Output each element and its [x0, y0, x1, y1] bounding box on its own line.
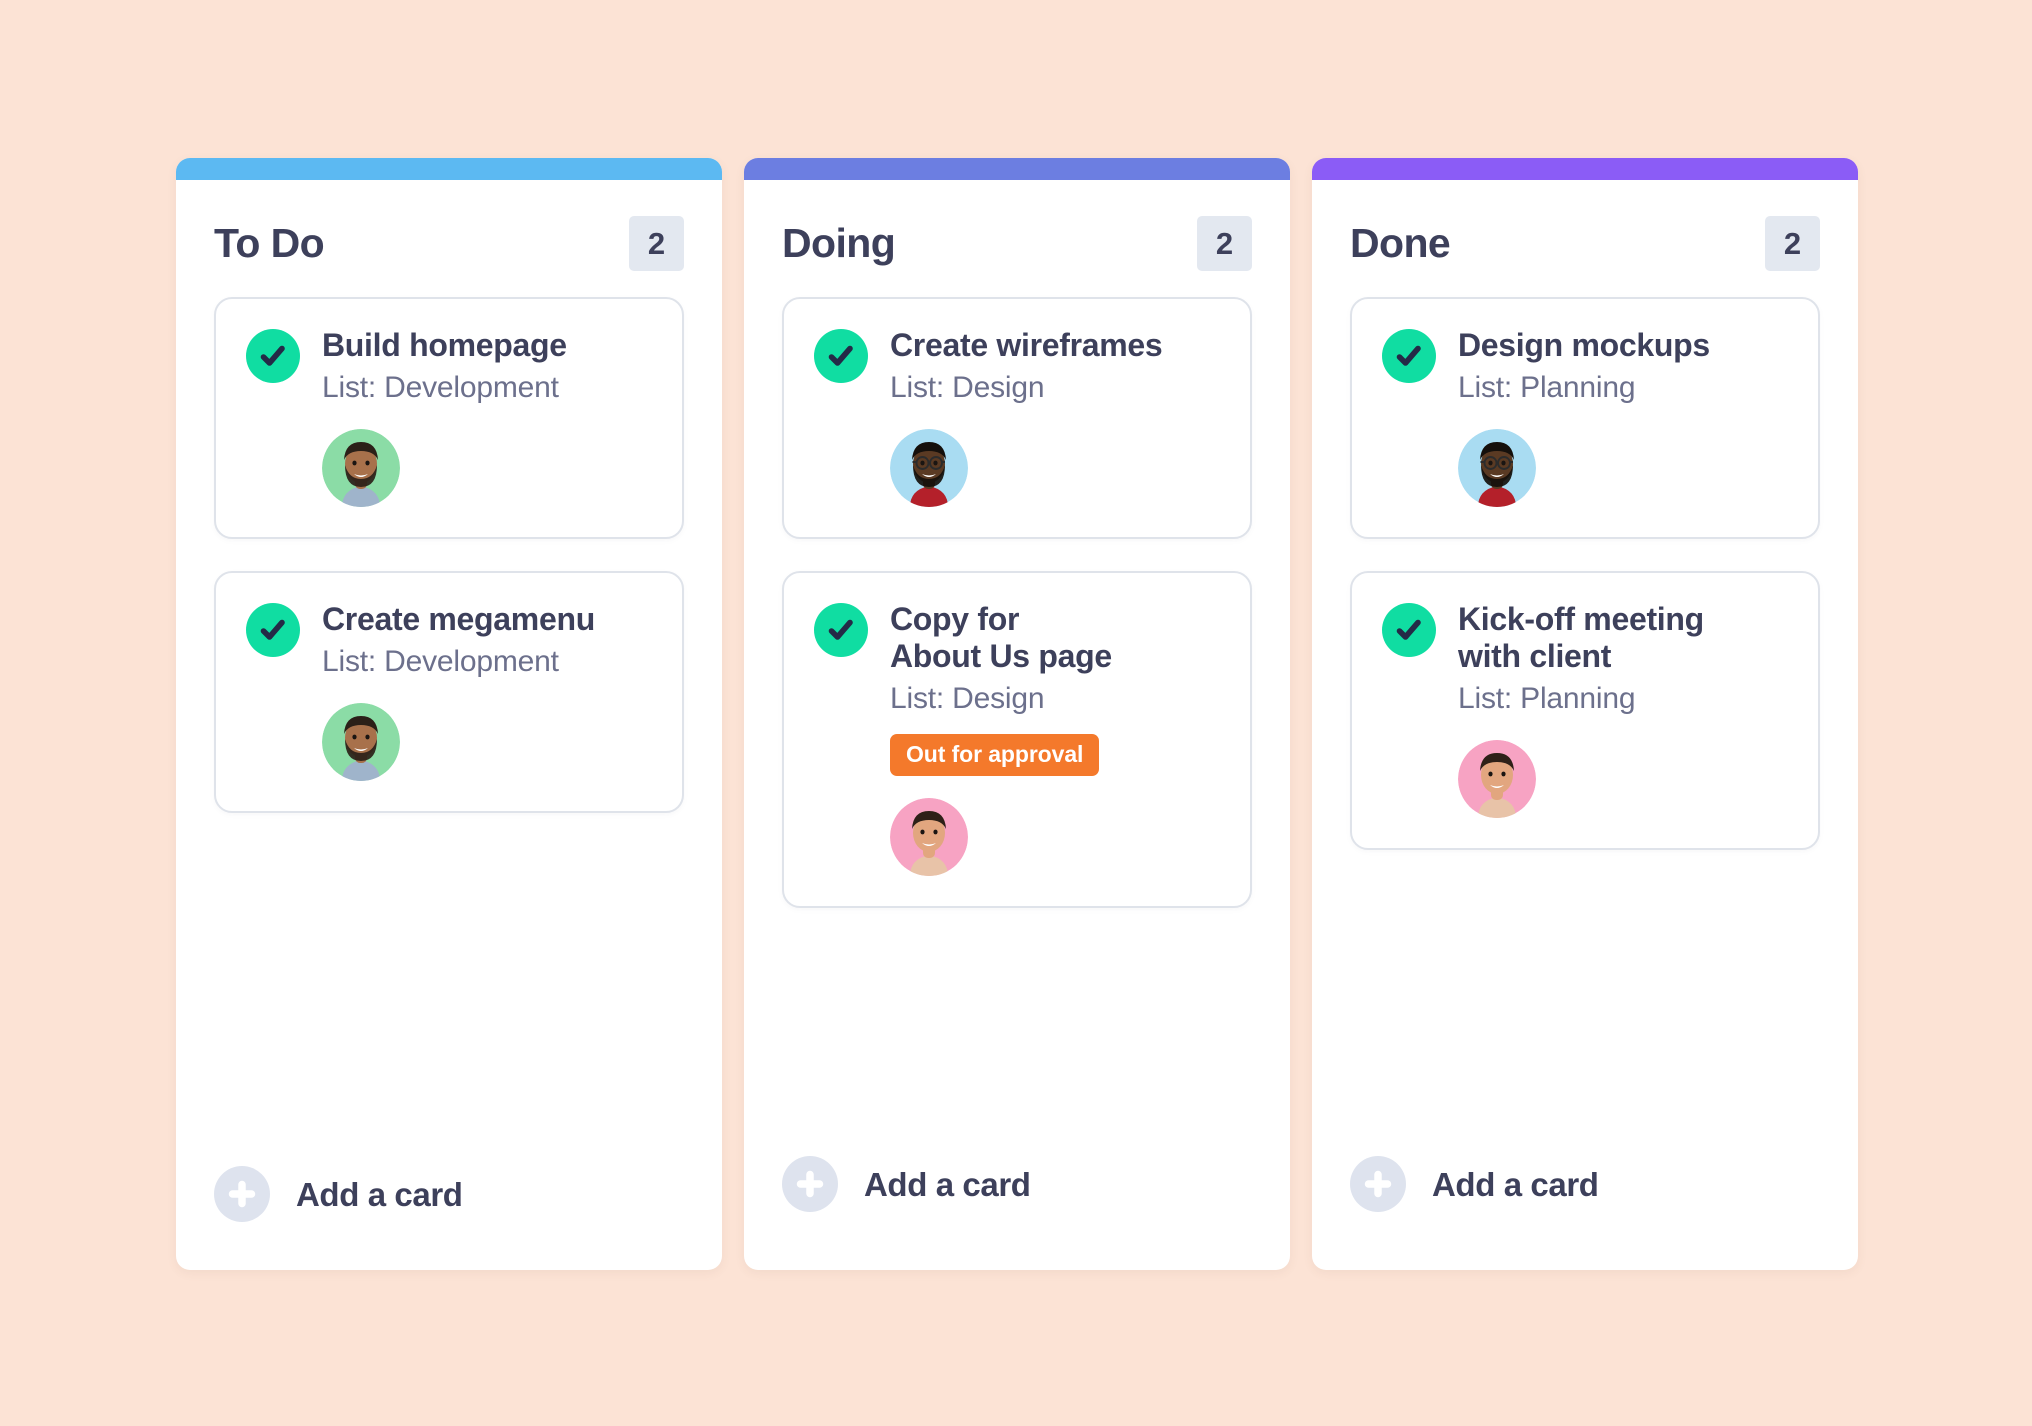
kanban-card[interactable]: Create wireframes List: Design — [782, 297, 1252, 540]
kanban-card[interactable]: Design mockups List: Planning — [1350, 297, 1820, 540]
card-title: Design mockups — [1458, 327, 1710, 363]
kanban-column-doing: Doing 2 Create wireframes List: Design Copy … — [744, 158, 1290, 1270]
kanban-card[interactable]: Copy for About Us page List: Design Out fo… — [782, 571, 1252, 909]
avatar-man-glasses-blue[interactable] — [1458, 429, 1536, 508]
column-card-count-badge: 2 — [1197, 216, 1252, 271]
avatar-man-glasses-blue[interactable] — [890, 429, 968, 508]
add-a-card-label: Add a card — [296, 1175, 463, 1213]
card-list: Create wireframes List: Design Copy for Ab… — [782, 297, 1252, 909]
card-members — [246, 703, 652, 782]
column-header: Doing 2 — [782, 180, 1252, 297]
column-body: To Do 2 Build homepage List: Development Cre… — [176, 180, 722, 1270]
check-circle-icon[interactable] — [814, 329, 868, 383]
card-members — [814, 798, 1220, 877]
plus-icon[interactable] — [214, 1166, 270, 1222]
column-card-count-badge: 2 — [1765, 216, 1820, 271]
kanban-column-todo: To Do 2 Build homepage List: Development Cre… — [176, 158, 722, 1270]
add-a-card-label: Add a card — [864, 1165, 1031, 1203]
kanban-card[interactable]: Kick-off meeting with client List: Planni… — [1350, 571, 1820, 851]
kanban-card[interactable]: Create megamenu List: Development — [214, 571, 684, 814]
avatar-smiling-man-pink[interactable] — [890, 798, 968, 877]
card-text: Create megamenu List: Development — [322, 601, 652, 681]
column-header: To Do 2 — [214, 180, 684, 297]
column-title: To Do — [214, 220, 325, 266]
card-title: Build homepage — [322, 327, 567, 363]
avatar-smiling-man-pink[interactable] — [1458, 740, 1536, 819]
avatar-bearded-man-green[interactable] — [322, 429, 400, 508]
card-text: Kick-off meeting with client List: Planni… — [1458, 601, 1788, 718]
column-accent-bar — [176, 158, 722, 180]
card-text: Copy for About Us page List: Design Out fo… — [890, 601, 1220, 777]
card-title: Create wireframes — [890, 327, 1163, 363]
column-title: Doing — [782, 220, 896, 266]
card-list-label: List: Design — [890, 682, 1045, 716]
card-list: Build homepage List: Development Create me… — [214, 297, 684, 814]
check-circle-icon[interactable] — [814, 603, 868, 658]
card-top: Build homepage List: Development — [246, 327, 652, 407]
card-title: Create megamenu — [322, 601, 595, 638]
card-members — [814, 429, 1220, 508]
card-list: Design mockups List: Planning Kick-off mee… — [1350, 297, 1820, 851]
check-circle-icon[interactable] — [1382, 603, 1436, 658]
column-accent-bar — [1312, 158, 1858, 180]
card-members — [246, 429, 652, 508]
column-title: Done — [1350, 220, 1451, 266]
card-list-label: List: Development — [322, 371, 559, 405]
add-a-card-button[interactable]: Add a card — [1350, 1126, 1820, 1270]
card-top: Design mockups List: Planning — [1382, 327, 1788, 407]
plus-icon[interactable] — [1350, 1156, 1406, 1212]
card-top: Kick-off meeting with client List: Planni… — [1382, 601, 1788, 718]
card-members — [1382, 740, 1788, 819]
column-body: Done 2 Design mockups List: Planning Kick-of… — [1312, 180, 1858, 1270]
avatar-bearded-man-green[interactable] — [322, 703, 400, 782]
column-body: Doing 2 Create wireframes List: Design Copy … — [744, 180, 1290, 1270]
kanban-board: To Do 2 Build homepage List: Development Cre… — [176, 158, 1860, 1270]
card-text: Create wireframes List: Design — [890, 327, 1220, 407]
kanban-column-done: Done 2 Design mockups List: Planning Kick-of… — [1312, 158, 1858, 1270]
card-top: Create megamenu List: Development — [246, 601, 652, 681]
kanban-card[interactable]: Build homepage List: Development — [214, 297, 684, 540]
card-members — [1382, 429, 1788, 508]
column-accent-bar — [744, 158, 1290, 180]
column-card-count-badge: 2 — [629, 216, 684, 271]
card-top: Create wireframes List: Design — [814, 327, 1220, 407]
column-header: Done 2 — [1350, 180, 1820, 297]
card-top: Copy for About Us page List: Design Out fo… — [814, 601, 1220, 777]
card-text: Design mockups List: Planning — [1458, 327, 1788, 407]
card-title: Kick-off meeting with client — [1458, 601, 1704, 675]
check-circle-icon[interactable] — [1382, 329, 1436, 383]
check-circle-icon[interactable] — [246, 603, 300, 658]
card-list-label: List: Development — [322, 645, 559, 679]
card-list-label: List: Planning — [1458, 682, 1636, 716]
card-list-label: List: Design — [890, 371, 1045, 405]
check-circle-icon[interactable] — [246, 329, 300, 383]
card-title: Copy for About Us page — [890, 601, 1112, 675]
add-a-card-button[interactable]: Add a card — [214, 1136, 684, 1270]
card-text: Build homepage List: Development — [322, 327, 652, 407]
plus-icon[interactable] — [782, 1156, 838, 1212]
add-a-card-button[interactable]: Add a card — [782, 1126, 1252, 1270]
add-a-card-label: Add a card — [1432, 1165, 1599, 1203]
card-list-label: List: Planning — [1458, 371, 1636, 405]
card-status-badge[interactable]: Out for approval — [890, 734, 1100, 777]
